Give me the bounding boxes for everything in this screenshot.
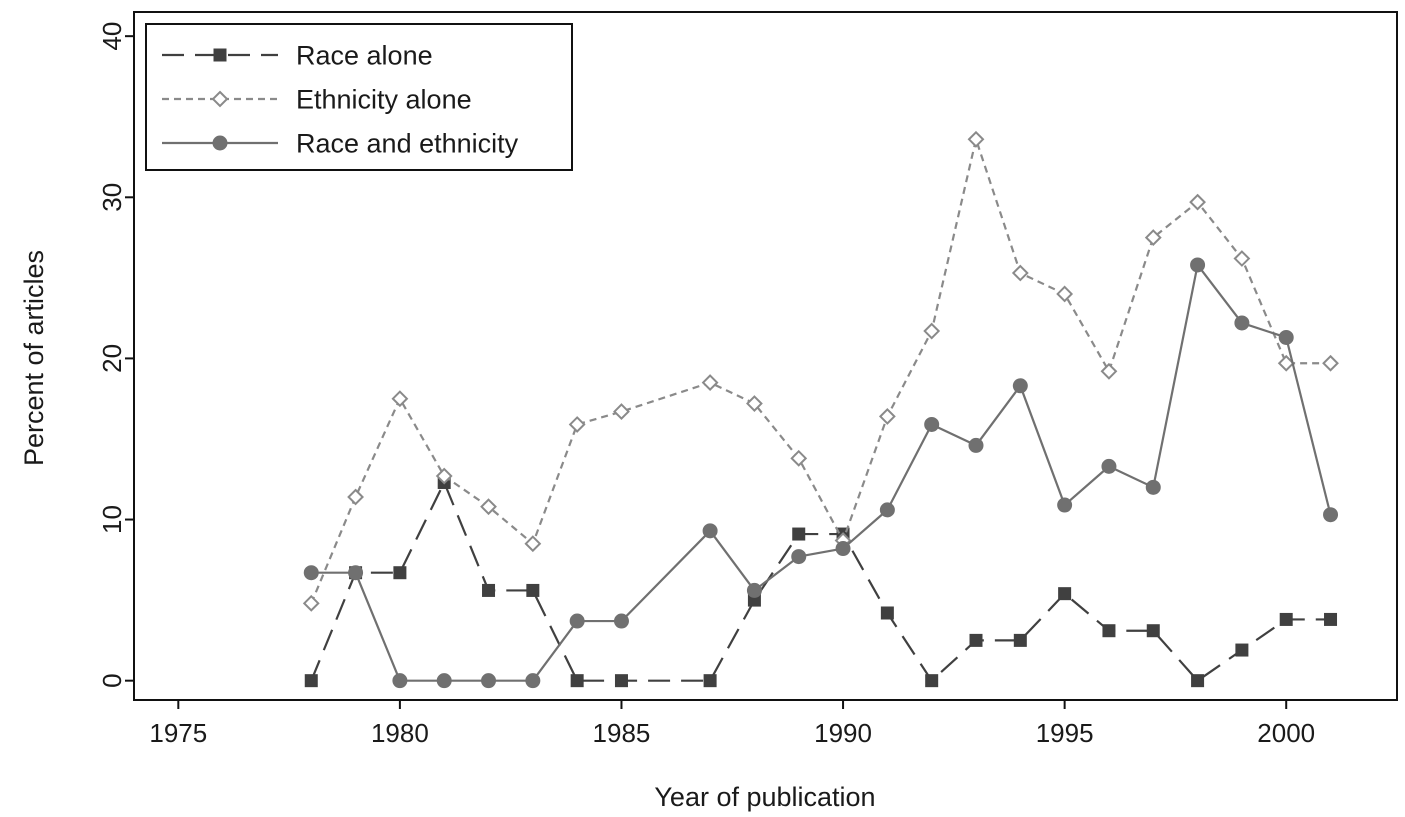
data-point-race-and-ethnicity bbox=[1057, 497, 1073, 513]
data-point-ethnicity-alone bbox=[480, 498, 497, 516]
data-point-race-and-ethnicity bbox=[879, 502, 895, 518]
data-point-ethnicity-alone bbox=[1011, 264, 1029, 282]
data-point-ethnicity-alone bbox=[524, 535, 542, 553]
data-point-race-alone bbox=[482, 583, 496, 597]
data-point-race-and-ethnicity bbox=[569, 613, 585, 629]
x-axis-title: Year of publication bbox=[654, 782, 875, 812]
x-tick-label: 1985 bbox=[593, 718, 651, 748]
data-point-ethnicity-alone bbox=[701, 374, 719, 391]
data-point-race-alone bbox=[614, 674, 628, 688]
plot-frame bbox=[133, 11, 1398, 701]
plot-area bbox=[133, 11, 1398, 701]
data-point-ethnicity-alone bbox=[1100, 362, 1118, 380]
data-point-ethnicity-alone bbox=[347, 488, 364, 506]
data-point-ethnicity-alone bbox=[302, 594, 320, 612]
data-point-race-and-ethnicity bbox=[1234, 315, 1250, 331]
data-point-race-alone bbox=[925, 674, 939, 688]
data-point-race-and-ethnicity bbox=[525, 673, 541, 689]
x-tick-label: 1990 bbox=[814, 718, 872, 748]
data-point-ethnicity-alone bbox=[1233, 250, 1251, 267]
data-point-race-alone bbox=[304, 674, 318, 688]
legend-label-race-and-ethnicity: Race and ethnicity bbox=[296, 128, 519, 158]
data-point-ethnicity-alone bbox=[746, 395, 763, 412]
data-point-race-and-ethnicity bbox=[436, 673, 452, 689]
y-tick-label: 20 bbox=[97, 344, 127, 373]
data-point-race-alone bbox=[1191, 674, 1205, 688]
data-point-race-and-ethnicity bbox=[1145, 479, 1161, 495]
data-point-race-and-ethnicity bbox=[835, 541, 851, 557]
data-point-race-and-ethnicity bbox=[1012, 378, 1028, 394]
legend-label-ethnicity-alone: Ethnicity alone bbox=[296, 84, 472, 114]
data-point-race-alone bbox=[1013, 633, 1027, 647]
data-point-ethnicity-alone bbox=[613, 403, 630, 421]
data-point-ethnicity-alone bbox=[568, 416, 586, 433]
data-point-race-alone bbox=[1102, 624, 1116, 638]
data-point-race-alone bbox=[570, 674, 584, 688]
data-point-ethnicity-alone bbox=[790, 449, 808, 467]
data-point-race-and-ethnicity bbox=[1323, 507, 1339, 523]
data-point-ethnicity-alone bbox=[391, 390, 409, 408]
data-point-ethnicity-alone bbox=[1189, 193, 1206, 211]
y-tick-label: 30 bbox=[97, 183, 127, 212]
data-point-ethnicity-alone bbox=[878, 408, 896, 425]
legend-marker-race-alone bbox=[213, 48, 227, 62]
data-point-race-alone bbox=[1235, 643, 1249, 657]
data-point-race-alone bbox=[1058, 587, 1072, 601]
y-tick-label: 0 bbox=[97, 673, 127, 687]
axis-layer: 0 10 20 30 40 1975 1980 1985 1990 1995 2000 bbox=[97, 22, 1315, 748]
data-point-ethnicity-alone bbox=[435, 467, 453, 485]
data-point-race-and-ethnicity bbox=[481, 673, 497, 689]
data-point-race-and-ethnicity bbox=[1101, 458, 1117, 474]
data-point-ethnicity-alone bbox=[1322, 354, 1339, 372]
legend-item-race-alone: Race alone bbox=[162, 40, 433, 70]
legend-marker-ethnicity-alone bbox=[211, 90, 229, 108]
data-point-race-and-ethnicity bbox=[348, 565, 364, 581]
data-point-ethnicity-alone bbox=[967, 130, 985, 148]
data-point-race-alone bbox=[969, 633, 983, 647]
data-point-race-and-ethnicity bbox=[1190, 257, 1206, 273]
data-point-race-and-ethnicity bbox=[968, 437, 984, 453]
x-tick-label: 2000 bbox=[1257, 718, 1315, 748]
data-point-race-alone bbox=[1279, 612, 1293, 626]
y-tick-label: 40 bbox=[97, 22, 127, 51]
data-point-race-and-ethnicity bbox=[613, 613, 629, 629]
y-tick-label: 10 bbox=[97, 505, 127, 534]
data-point-race-alone bbox=[526, 583, 540, 597]
data-point-ethnicity-alone bbox=[1056, 285, 1074, 303]
data-point-ethnicity-alone bbox=[1144, 229, 1162, 246]
data-point-race-alone bbox=[1324, 612, 1338, 626]
data-point-race-alone bbox=[703, 674, 717, 688]
legend: Race alone Ethnicity alone Race and ethnic… bbox=[145, 23, 573, 171]
data-point-ethnicity-alone bbox=[1277, 354, 1295, 372]
legend-marker-race-and-ethnicity bbox=[212, 135, 228, 151]
data-point-ethnicity-alone bbox=[923, 322, 941, 340]
series-race-and-ethnicity bbox=[303, 257, 1339, 689]
legend-item-ethnicity-alone: Ethnicity alone bbox=[162, 84, 472, 114]
data-point-race-and-ethnicity bbox=[746, 582, 762, 598]
data-point-race-and-ethnicity bbox=[303, 565, 319, 581]
x-tick-label: 1975 bbox=[149, 718, 207, 748]
data-point-race-alone bbox=[1146, 624, 1160, 638]
data-point-race-alone bbox=[792, 527, 806, 541]
data-point-race-and-ethnicity bbox=[392, 673, 408, 689]
series-ethnicity-alone bbox=[302, 130, 1339, 612]
legend-label-race-alone: Race alone bbox=[296, 40, 433, 70]
series-layer bbox=[302, 130, 1339, 689]
legend-item-race-and-ethnicity: Race and ethnicity bbox=[162, 128, 519, 158]
x-tick-label: 1980 bbox=[371, 718, 429, 748]
data-point-race-and-ethnicity bbox=[702, 523, 718, 539]
x-tick-label: 1995 bbox=[1036, 718, 1094, 748]
data-point-race-and-ethnicity bbox=[1278, 329, 1294, 345]
data-point-race-alone bbox=[880, 606, 894, 620]
data-point-race-alone bbox=[393, 566, 407, 580]
y-axis-title: Percent of articles bbox=[19, 250, 49, 466]
data-point-race-and-ethnicity bbox=[791, 549, 807, 565]
data-point-race-and-ethnicity bbox=[924, 416, 940, 432]
